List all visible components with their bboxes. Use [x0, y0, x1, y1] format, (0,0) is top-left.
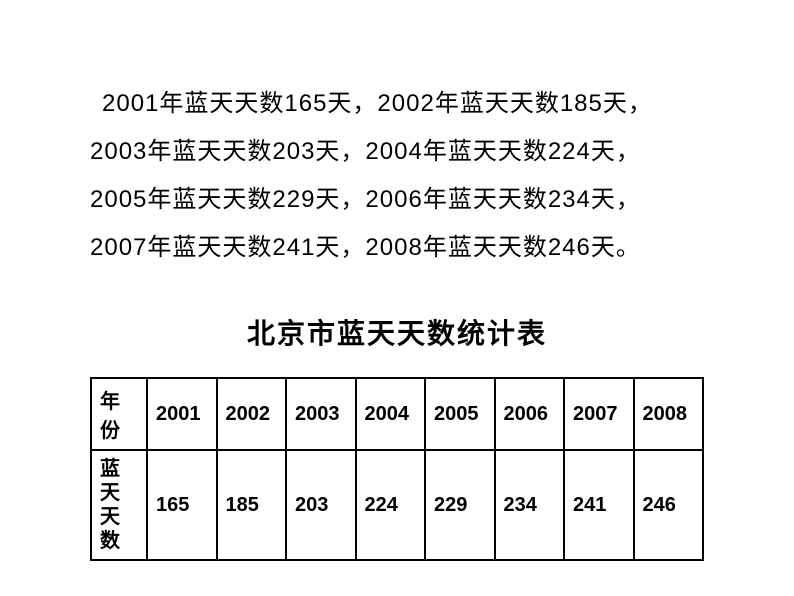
year-cell: 2003	[286, 378, 356, 450]
value-cell: 165	[147, 450, 217, 560]
year-cell: 2002	[217, 378, 287, 450]
year-cell: 2006	[495, 378, 565, 450]
table-row-years: 年份 2001 2002 2003 2004 2005 2006 2007 20…	[91, 378, 703, 450]
description-line-2: 2003年蓝天天数203天，2004年蓝天天数224天，	[90, 128, 704, 176]
description-line-3: 2005年蓝天天数229天，2006年蓝天天数234天，	[90, 176, 704, 224]
value-cell: 224	[356, 450, 426, 560]
statistics-table: 年份 2001 2002 2003 2004 2005 2006 2007 20…	[90, 377, 704, 561]
table-row-values: 蓝天天数 165 185 203 224 229 234 241 246	[91, 450, 703, 560]
value-cell: 234	[495, 450, 565, 560]
description-line-4: 2007年蓝天天数241天，2008年蓝天天数246天。	[90, 224, 704, 272]
year-cell: 2007	[564, 378, 634, 450]
value-cell: 203	[286, 450, 356, 560]
year-cell: 2001	[147, 378, 217, 450]
year-row-header: 年份	[91, 378, 147, 450]
table-title: 北京市蓝天天数统计表	[90, 312, 704, 352]
description-line-1: 2001年蓝天天数165天，2002年蓝天天数185天，	[90, 80, 704, 128]
year-cell: 2005	[425, 378, 495, 450]
description-text: 2001年蓝天天数165天，2002年蓝天天数185天， 2003年蓝天天数20…	[90, 80, 704, 272]
value-cell: 241	[564, 450, 634, 560]
value-row-header: 蓝天天数	[91, 450, 147, 560]
value-cell: 246	[634, 450, 704, 560]
value-cell: 185	[217, 450, 287, 560]
year-cell: 2004	[356, 378, 426, 450]
value-cell: 229	[425, 450, 495, 560]
year-cell: 2008	[634, 378, 704, 450]
